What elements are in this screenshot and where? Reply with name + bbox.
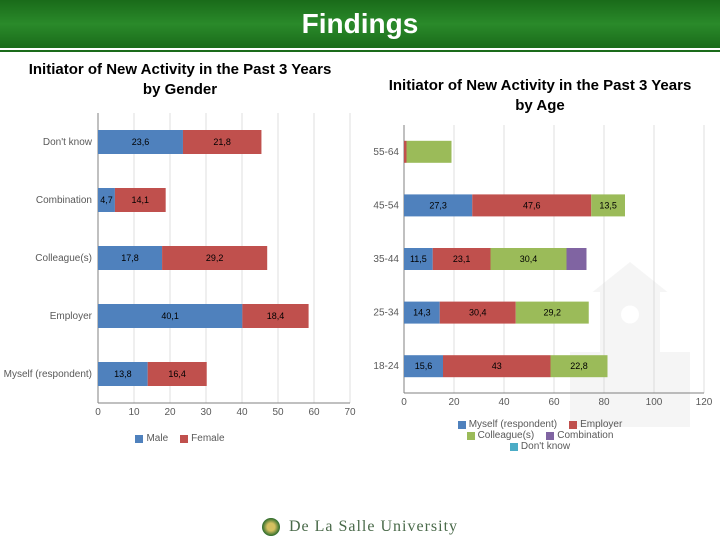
legend-item: Myself (respondent): [458, 419, 557, 430]
chart-age-legend: Myself (respondent) Employer Colleague(s) C…: [360, 419, 720, 452]
svg-text:Combination: Combination: [36, 195, 92, 206]
svg-text:47,6: 47,6: [523, 200, 541, 210]
svg-text:55-64: 55-64: [373, 147, 399, 158]
chart-gender-svg: 0 10 20 30 40 50 60 70 Don't know 23,6 21,8 Combina…: [0, 103, 360, 433]
chart-age-title: Initiator of New Activity in the Past 3 …: [380, 76, 700, 115]
svg-text:45-54: 45-54: [373, 200, 399, 211]
svg-text:50: 50: [272, 407, 284, 418]
svg-text:14,1: 14,1: [132, 195, 150, 205]
legend-item: Combination: [546, 430, 613, 441]
svg-text:Employer: Employer: [50, 311, 93, 322]
footer-text: De La Salle University: [289, 518, 458, 535]
svg-text:10: 10: [128, 407, 140, 418]
legend-swatch: [569, 421, 577, 429]
svg-text:18,4: 18,4: [267, 311, 285, 321]
legend-label: Employer: [580, 419, 622, 430]
svg-text:23,1: 23,1: [453, 254, 471, 264]
legend-label: Myself (respondent): [469, 419, 557, 430]
svg-text:13,8: 13,8: [114, 369, 132, 379]
svg-text:14,3: 14,3: [413, 308, 431, 318]
svg-text:22,8: 22,8: [570, 361, 588, 371]
svg-text:100: 100: [646, 397, 663, 408]
svg-text:40: 40: [236, 407, 248, 418]
svg-text:70: 70: [344, 407, 356, 418]
legend-item: Female: [180, 433, 224, 444]
svg-text:0: 0: [401, 397, 407, 408]
svg-text:30: 30: [200, 407, 212, 418]
svg-text:30,4: 30,4: [469, 308, 487, 318]
chart-gender: Initiator of New Activity in the Past 3 …: [0, 52, 360, 492]
svg-text:29,2: 29,2: [543, 308, 561, 318]
svg-text:40,1: 40,1: [161, 311, 179, 321]
svg-text:13,5: 13,5: [599, 200, 617, 210]
chart-age-svg: 02040608010012055-6401,45-5427,347,613,5…: [360, 119, 720, 419]
legend-label: Combination: [557, 430, 613, 441]
svg-text:Don't know: Don't know: [43, 137, 93, 148]
svg-text:4,7: 4,7: [100, 195, 113, 205]
legend-label: Don't know: [521, 441, 570, 452]
legend-item: Male: [135, 433, 168, 444]
svg-text:17,8: 17,8: [121, 253, 139, 263]
svg-text:35-44: 35-44: [373, 254, 399, 265]
svg-text:Colleague(s): Colleague(s): [35, 253, 92, 264]
svg-text:29,2: 29,2: [206, 253, 224, 263]
legend-label: Male: [146, 433, 168, 444]
legend-label: Colleague(s): [478, 430, 535, 441]
legend-swatch: [546, 432, 554, 440]
svg-text:60: 60: [308, 407, 320, 418]
legend-swatch: [180, 435, 188, 443]
svg-text:40: 40: [498, 397, 510, 408]
legend-swatch: [135, 435, 143, 443]
legend-item: Don't know: [510, 441, 570, 452]
svg-text:18-24: 18-24: [373, 361, 399, 372]
svg-text:11,5: 11,5: [410, 254, 427, 264]
svg-text:20: 20: [164, 407, 176, 418]
legend-label: Female: [191, 433, 224, 444]
svg-text:16,4: 16,4: [168, 369, 186, 379]
svg-text:23,6: 23,6: [132, 137, 150, 147]
svg-text:120: 120: [696, 397, 713, 408]
chart-gender-title: Initiator of New Activity in the Past 3 …: [20, 60, 340, 99]
svg-text:Myself (respondent): Myself (respondent): [4, 369, 92, 380]
svg-text:30,4: 30,4: [520, 254, 538, 264]
svg-text:21,8: 21,8: [213, 137, 231, 147]
legend-item: Colleague(s): [467, 430, 535, 441]
chart-age: Initiator of New Activity in the Past 3 …: [360, 52, 720, 492]
svg-text:27,3: 27,3: [429, 200, 447, 210]
crest-icon: [262, 518, 280, 536]
svg-text:60: 60: [548, 397, 560, 408]
page-title: Findings: [302, 8, 419, 40]
svg-text:43: 43: [492, 361, 502, 371]
header-bar: Findings: [0, 0, 720, 50]
svg-text:0: 0: [95, 407, 101, 418]
legend-swatch: [458, 421, 466, 429]
svg-text:20: 20: [448, 397, 460, 408]
svg-text:80: 80: [598, 397, 610, 408]
svg-text:25-34: 25-34: [373, 308, 399, 319]
chart-gender-legend: Male Female: [0, 433, 360, 444]
legend-swatch: [510, 443, 518, 451]
legend-swatch: [467, 432, 475, 440]
legend-item: Employer: [569, 419, 622, 430]
svg-text:15,6: 15,6: [415, 361, 433, 371]
footer: De La Salle University: [0, 518, 720, 536]
